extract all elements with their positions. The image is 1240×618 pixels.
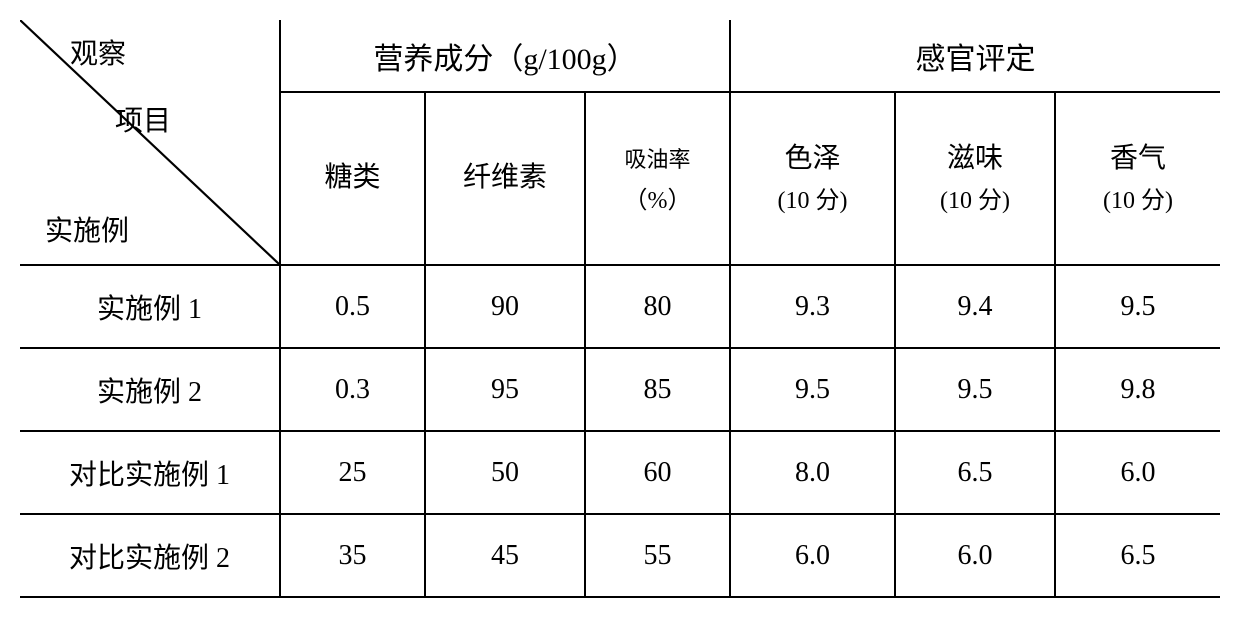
col-header-taste: 滋味 (10 分) <box>895 92 1055 265</box>
cell: 8.0 <box>730 431 895 514</box>
row-label: 实施例 2 <box>20 348 280 431</box>
cell: 9.3 <box>730 265 895 348</box>
cell: 9.4 <box>895 265 1055 348</box>
col-header-oil-l2: （%） <box>590 182 725 220</box>
col-header-aroma-l1: 香气 <box>1110 143 1166 174</box>
row-label: 对比实施例 1 <box>20 431 280 514</box>
cell: 85 <box>585 348 730 431</box>
cell: 0.3 <box>280 348 425 431</box>
cell: 50 <box>425 431 585 514</box>
row-label: 实施例 1 <box>20 265 280 348</box>
diag-label-top: 观察 <box>70 38 126 72</box>
cell: 6.0 <box>895 514 1055 597</box>
col-header-color-l1: 色泽 <box>785 143 841 174</box>
diag-label-mid: 项目 <box>115 105 171 139</box>
col-header-aroma-l2: (10 分) <box>1060 182 1216 220</box>
table-row: 实施例 1 0.5 90 80 9.3 9.4 9.5 <box>20 265 1220 348</box>
cell: 45 <box>425 514 585 597</box>
diagonal-header-cell: 观察 项目 实施例 <box>20 20 280 265</box>
col-header-sugar: 糖类 <box>280 92 425 265</box>
table-row: 对比实施例 2 35 45 55 6.0 6.0 6.5 <box>20 514 1220 597</box>
cell: 80 <box>585 265 730 348</box>
cell: 25 <box>280 431 425 514</box>
cell: 6.0 <box>730 514 895 597</box>
col-header-taste-l1: 滋味 <box>947 143 1003 174</box>
col-header-oil: 吸油率 （%） <box>585 92 730 265</box>
cell: 6.5 <box>895 431 1055 514</box>
data-table: 观察 项目 实施例 营养成分（g/100g） 感官评定 糖类 纤维素 吸油率 （… <box>20 20 1220 598</box>
table-row: 对比实施例 1 25 50 60 8.0 6.5 6.0 <box>20 431 1220 514</box>
cell: 95 <box>425 348 585 431</box>
cell: 55 <box>585 514 730 597</box>
col-header-aroma: 香气 (10 分) <box>1055 92 1220 265</box>
header-group-nutrition: 营养成分（g/100g） <box>280 20 730 92</box>
cell: 60 <box>585 431 730 514</box>
col-header-color-l2: (10 分) <box>735 182 890 220</box>
col-header-fiber: 纤维素 <box>425 92 585 265</box>
cell: 9.5 <box>1055 265 1220 348</box>
cell: 6.0 <box>1055 431 1220 514</box>
cell: 9.8 <box>1055 348 1220 431</box>
cell: 35 <box>280 514 425 597</box>
cell: 9.5 <box>895 348 1055 431</box>
diag-label-bottom: 实施例 <box>45 215 129 249</box>
col-header-taste-l2: (10 分) <box>900 182 1050 220</box>
row-label: 对比实施例 2 <box>20 514 280 597</box>
cell: 0.5 <box>280 265 425 348</box>
header-group-sensory: 感官评定 <box>730 20 1220 92</box>
header-row-1: 观察 项目 实施例 营养成分（g/100g） 感官评定 <box>20 20 1220 92</box>
cell: 9.5 <box>730 348 895 431</box>
cell: 90 <box>425 265 585 348</box>
col-header-color: 色泽 (10 分) <box>730 92 895 265</box>
col-header-oil-l1: 吸油率 <box>625 147 691 172</box>
table-row: 实施例 2 0.3 95 85 9.5 9.5 9.8 <box>20 348 1220 431</box>
cell: 6.5 <box>1055 514 1220 597</box>
